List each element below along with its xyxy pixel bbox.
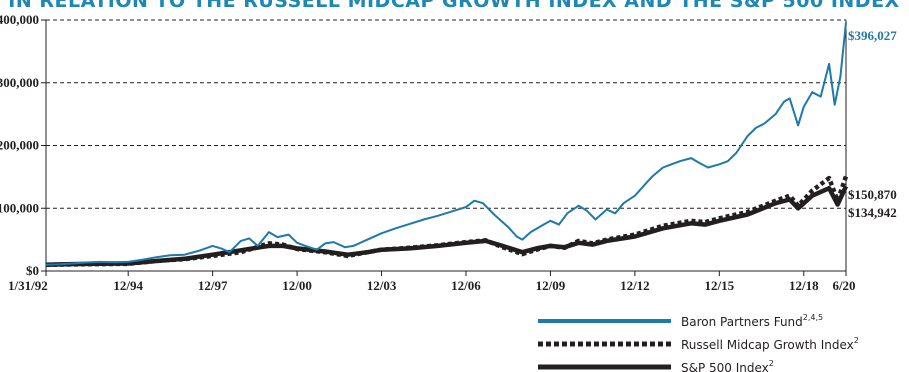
- x-tick-label: 6/20: [832, 278, 855, 293]
- x-tick-label: 1/31/92: [8, 278, 48, 293]
- end-value-labels: $396,027 $150,870 $134,942: [848, 28, 897, 220]
- y-tick-label: $100,000: [0, 200, 39, 215]
- legend: Baron Partners Fund2,4,5 Russell Midcap G…: [538, 313, 859, 372]
- x-tick-label: 12/06: [451, 278, 481, 293]
- series-lines: [45, 22, 849, 267]
- legend-label-name: S&P 500 Index: [681, 361, 769, 372]
- x-tick-label: 12/97: [198, 278, 228, 293]
- series-line-1: [45, 175, 849, 267]
- legend-label: Baron Partners Fund2,4,5: [681, 313, 823, 329]
- end-value-label: $396,027: [848, 28, 897, 43]
- x-tick-label: 12/09: [536, 278, 566, 293]
- legend-label: Russell Midcap Growth Index2: [681, 336, 859, 352]
- series-line-2: [45, 185, 849, 267]
- legend-label-sup: 2: [769, 359, 774, 368]
- legend-label: S&P 500 Index2: [681, 359, 774, 372]
- y-tick-label: $400,000: [0, 12, 39, 27]
- y-tick-label: $0: [26, 263, 39, 278]
- end-value-label: $134,942: [848, 205, 897, 220]
- end-value-label: $150,870: [848, 187, 897, 202]
- x-tick-label: 12/18: [789, 278, 819, 293]
- legend-label-sup: 2: [854, 336, 859, 345]
- y-tick-label: $300,000: [0, 75, 39, 90]
- x-tick-label: 12/15: [705, 278, 735, 293]
- x-axis-ticks: 1/31/92 12/94 12/97 12/00 12/03 12/06 12/09 12/…: [8, 271, 856, 293]
- x-tick-label: 12/03: [367, 278, 397, 293]
- x-tick-label: 12/00: [282, 278, 312, 293]
- y-tick-label: $200,000: [0, 138, 39, 153]
- y-axis-ticks: $0 $100,000 $200,000 $300,000 $400,000: [0, 12, 46, 278]
- legend-label-sup: 2,4,5: [803, 313, 823, 322]
- series-line-0: [45, 22, 847, 266]
- legend-label-name: Baron Partners Fund: [681, 315, 803, 329]
- legend-label-name: Russell Midcap Growth Index: [681, 338, 854, 352]
- gridlines: [46, 19, 846, 209]
- chart-title: IN RELATION TO THE RUSSELL MIDCAP GROWTH…: [8, 0, 899, 12]
- x-tick-label: 12/94: [113, 278, 143, 293]
- x-tick-label: 12/12: [620, 278, 650, 293]
